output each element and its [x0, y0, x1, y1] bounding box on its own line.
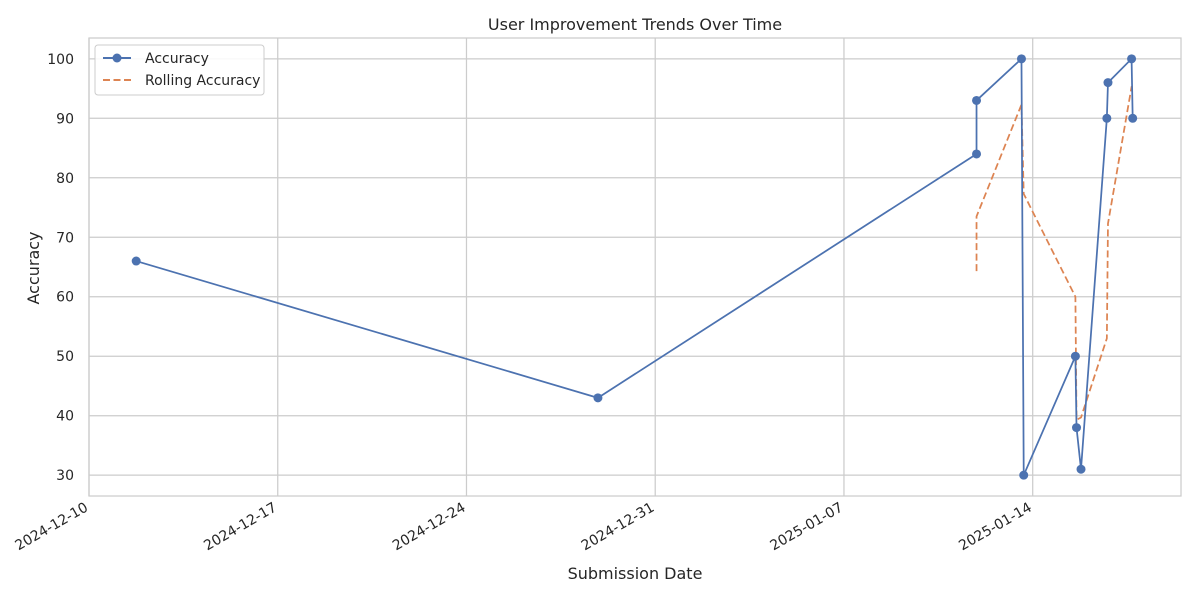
- y-tick-label: 40: [56, 409, 74, 425]
- legend-label-rolling-accuracy: Rolling Accuracy: [145, 73, 260, 89]
- legend-marker-accuracy: [112, 53, 122, 63]
- data-point-accuracy: [1102, 113, 1112, 123]
- y-axis-title: Accuracy: [24, 231, 43, 304]
- data-point-accuracy: [1072, 423, 1082, 433]
- legend: Accuracy Rolling Accuracy: [94, 44, 265, 96]
- y-tick-label: 50: [56, 349, 74, 365]
- data-point-accuracy: [131, 256, 141, 266]
- data-point-accuracy: [1127, 54, 1137, 64]
- y-tick-label: 60: [56, 290, 74, 306]
- series-line-rolling-accuracy: [975, 85, 1133, 421]
- y-tick-label: 80: [56, 171, 74, 187]
- data-point-accuracy: [1076, 464, 1086, 474]
- data-point-accuracy: [972, 95, 982, 105]
- data-point-accuracy: [593, 393, 603, 403]
- y-tick-label: 30: [56, 468, 74, 484]
- data-point-accuracy: [1103, 78, 1113, 88]
- series-layer: [131, 54, 1138, 480]
- data-point-accuracy: [1016, 54, 1026, 64]
- data-point-accuracy: [1070, 351, 1080, 361]
- x-axis-title: Submission Date: [568, 564, 703, 583]
- y-gridlines: [89, 58, 1181, 476]
- legend-label-accuracy: Accuracy: [145, 51, 209, 67]
- y-tick-label: 100: [47, 52, 74, 68]
- y-tick-labels: 30 40 50 60 70 80 90 100: [47, 52, 74, 484]
- legend-box: [94, 44, 265, 96]
- data-point-accuracy: [972, 149, 982, 159]
- y-tick-label: 90: [56, 111, 74, 127]
- data-point-accuracy: [1128, 113, 1138, 123]
- chart-title: User Improvement Trends Over Time: [488, 15, 782, 34]
- y-tick-label: 70: [56, 230, 74, 246]
- data-point-accuracy: [1019, 470, 1029, 480]
- plot-area-frame: [88, 37, 1182, 497]
